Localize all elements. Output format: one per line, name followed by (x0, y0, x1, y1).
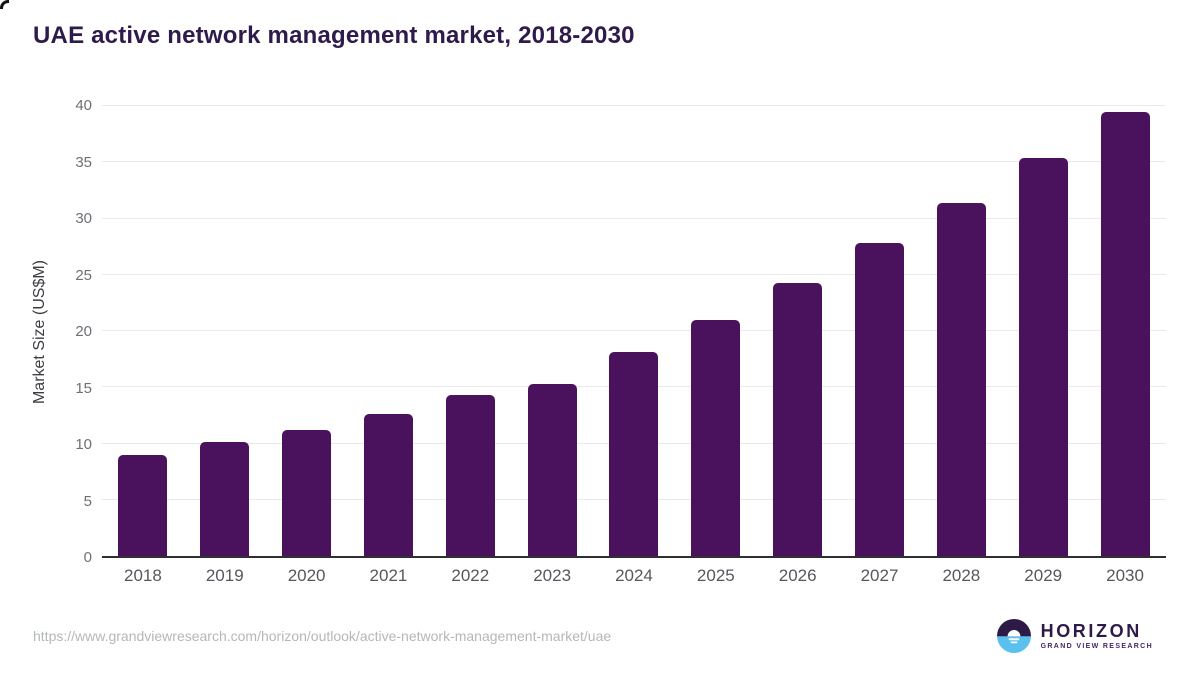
y-tick-label-10: 10 (75, 436, 92, 453)
logo-name: HORIZON (1040, 621, 1142, 641)
y-tick-label-5: 5 (83, 492, 92, 510)
gridline-35 (102, 161, 1166, 163)
x-tick-label-2028: 2028 (942, 566, 981, 585)
x-tick-label-2018: 2018 (124, 566, 162, 585)
bar-slot-2018 (102, 106, 184, 556)
x-tick-label-2023: 2023 (533, 566, 572, 585)
x-tick-label-2027: 2027 (860, 566, 899, 585)
y-tick-label-25: 25 (75, 266, 92, 284)
gridline-25 (102, 273, 1166, 275)
bar-slot-2020 (266, 106, 348, 556)
gridline-30 (102, 217, 1166, 219)
y-axis-title: Market Size (US$M) (31, 259, 48, 405)
bar-2028 (936, 202, 986, 556)
x-tick-label-2019: 2019 (205, 566, 244, 585)
bar-slot-2030 (1084, 106, 1166, 556)
bar-slot-2028 (920, 106, 1002, 556)
page-title: UAE active network management market, 20… (33, 22, 635, 49)
bar-slot-2023 (511, 106, 593, 556)
y-tick-label-20: 20 (75, 323, 92, 340)
bar-2022 (445, 395, 495, 556)
bar-slot-2026 (757, 106, 839, 556)
bar-2030 (1100, 111, 1150, 556)
horizon-logo: HORIZON GRAND VIEW RESEARCH (996, 619, 1153, 653)
bar-2023 (527, 383, 577, 556)
x-tick-label-2030: 2030 (1106, 566, 1144, 585)
gridline-40 (102, 105, 1166, 106)
bar-2027 (855, 243, 905, 556)
bar-2021 (363, 414, 413, 556)
bar-2020 (282, 430, 332, 556)
bar-2026 (773, 282, 823, 556)
x-tick-label-2020: 2020 (287, 566, 326, 585)
bar-slot-2021 (348, 106, 430, 556)
y-tick-label-15: 15 (75, 379, 92, 397)
x-tick-label-2021: 2021 (369, 566, 408, 585)
source-url-text: https://www.grandviewresearch.com/horizo… (33, 628, 612, 644)
corner-mark (0, 0, 9, 9)
gridline-20 (102, 330, 1166, 331)
bar-2024 (609, 352, 659, 556)
y-tick-label-0: 0 (83, 549, 92, 566)
bar-slot-2019 (184, 106, 266, 556)
bar-2029 (1018, 157, 1068, 556)
bar-slot-2022 (429, 106, 511, 556)
bar-2025 (691, 319, 741, 556)
x-tick-label-2025: 2025 (696, 566, 735, 585)
bar-slot-2024 (593, 106, 675, 556)
y-tick-label-40: 40 (75, 97, 92, 114)
x-tick-label-2029: 2029 (1024, 566, 1063, 585)
y-tick-label-35: 35 (75, 153, 92, 171)
bar-slot-2025 (675, 106, 757, 556)
bar-2019 (200, 442, 250, 556)
y-tick-label-30: 30 (75, 210, 92, 227)
bar-slot-2029 (1002, 106, 1084, 556)
horizon-logo-icon (996, 619, 1031, 653)
x-tick-label-2024: 2024 (615, 566, 653, 585)
logo-subname: GRAND VIEW RESEARCH (1040, 643, 1153, 650)
x-tick-label-2022: 2022 (451, 566, 490, 585)
x-tick-label-2026: 2026 (778, 566, 817, 585)
logo-text-block: HORIZON GRAND VIEW RESEARCH (1041, 622, 1153, 650)
bar-series (102, 106, 1166, 556)
bar-chart-plot-area (102, 105, 1166, 558)
y-axis-ticks: 0 5 10 15 20 25 30 35 40 (50, 97, 92, 566)
x-axis-ticks: 2018 2019 2020 2021 2022 2023 2024 2025 2026 2027… (102, 566, 1166, 586)
bar-slot-2027 (839, 106, 921, 556)
bar-2018 (118, 454, 168, 556)
